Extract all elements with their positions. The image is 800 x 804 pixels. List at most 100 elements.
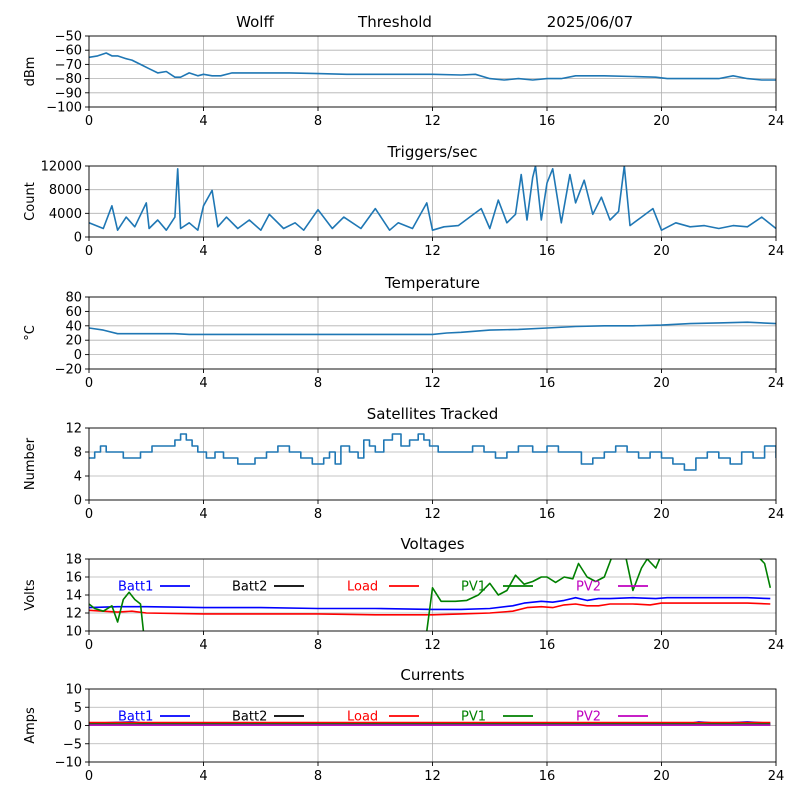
y-tick-label: 80 bbox=[65, 291, 82, 306]
y-tick-label: 16 bbox=[65, 571, 82, 586]
x-tick-label: 12 bbox=[424, 507, 441, 522]
x-tick-label: 20 bbox=[653, 507, 670, 522]
panel-dbm: 0 4 8 12 16 20 24 −100−90−80−70−60−50 dBm bbox=[23, 30, 784, 130]
legend-label-pv2: PV2 bbox=[576, 710, 601, 725]
y-tick-label: 40 bbox=[65, 319, 82, 334]
legend-label-pv1: PV1 bbox=[461, 580, 486, 595]
y-tick-label: 4 bbox=[74, 470, 82, 485]
series-line-temperature bbox=[89, 321, 776, 336]
panel-voltages: 0 4 8 12 16 20 24 10 12 14 16 18 Batt1 Batt2 Load PV1 PV… bbox=[23, 535, 784, 653]
y-tick-label: −5 bbox=[63, 737, 82, 752]
y-tick-label: −10 bbox=[55, 756, 82, 771]
series-group bbox=[89, 721, 771, 726]
y-tick-label: 10 bbox=[65, 625, 82, 640]
x-tick-label: 20 bbox=[653, 114, 670, 129]
axes-frame bbox=[88, 427, 777, 501]
y-tick-label: −60 bbox=[55, 44, 82, 59]
x-tick-label: 12 bbox=[424, 114, 441, 129]
y-axis-label: Count bbox=[23, 182, 38, 221]
series-group bbox=[89, 321, 776, 336]
y-tick-label: −20 bbox=[55, 363, 82, 378]
panel-title: Temperature bbox=[384, 274, 480, 292]
y-tick-label: −90 bbox=[55, 86, 82, 101]
x-tick-label: 0 bbox=[85, 114, 93, 129]
x-tick-label: 8 bbox=[314, 769, 322, 784]
y-tick-label: −70 bbox=[55, 58, 82, 73]
x-tick-label: 16 bbox=[539, 376, 556, 391]
x-tick-label: 24 bbox=[768, 638, 785, 653]
y-tick-label: 14 bbox=[65, 589, 82, 604]
panel-currents: 0 4 8 12 16 20 24 −10 −5 0 5 10 Batt1 Batt2 Load PV1 PV2… bbox=[23, 666, 784, 784]
x-tick-label: 24 bbox=[768, 244, 785, 259]
y-tick-label: 4000 bbox=[49, 207, 82, 222]
x-tick-label: 4 bbox=[199, 114, 207, 129]
x-tick-label: 12 bbox=[424, 244, 441, 259]
x-tick-label: 16 bbox=[539, 114, 556, 129]
series-group bbox=[89, 166, 776, 231]
x-tick-label: 0 bbox=[85, 638, 93, 653]
header-station: Wolff bbox=[236, 13, 274, 31]
x-tick-label: 8 bbox=[314, 638, 322, 653]
x-tick-label: 16 bbox=[539, 507, 556, 522]
x-tick-label: 16 bbox=[539, 638, 556, 653]
panel-title: Satellites Tracked bbox=[367, 405, 498, 423]
x-tick-label: 12 bbox=[424, 376, 441, 391]
legend-label-load: Load bbox=[347, 580, 378, 595]
legend-label-pv1: PV1 bbox=[461, 710, 486, 725]
x-tick-label: 20 bbox=[653, 376, 670, 391]
y-axis-label: °C bbox=[23, 325, 38, 341]
y-tick-label: 5 bbox=[74, 701, 82, 716]
x-tick-label: 4 bbox=[199, 769, 207, 784]
header-date: 2025/06/07 bbox=[547, 13, 633, 31]
x-tick-label: 20 bbox=[653, 638, 670, 653]
y-tick-label: −50 bbox=[55, 30, 82, 45]
series-group bbox=[89, 52, 776, 81]
y-tick-label: 8 bbox=[74, 446, 82, 461]
legend-label-batt2: Batt2 bbox=[232, 710, 267, 725]
x-tick-label: 8 bbox=[314, 114, 322, 129]
x-tick-label: 0 bbox=[85, 769, 93, 784]
x-tick-label: 4 bbox=[199, 376, 207, 391]
y-axis-label: Volts bbox=[23, 579, 38, 611]
x-tick-label: 8 bbox=[314, 507, 322, 522]
series-line-dbm bbox=[89, 52, 776, 81]
y-tick-label: 0 bbox=[74, 231, 82, 246]
header-mode: Threshold bbox=[357, 13, 432, 31]
y-tick-label: 0 bbox=[74, 719, 82, 734]
legend-label-pv2: PV2 bbox=[576, 580, 601, 595]
y-tick-label: 12000 bbox=[41, 160, 82, 175]
y-tick-label: 12 bbox=[65, 607, 82, 622]
x-tick-label: 4 bbox=[199, 638, 207, 653]
panel-satellites: 0 4 8 12 16 20 24 0 4 8 12 Satellites Tracked Number bbox=[23, 405, 784, 522]
series-line-load bbox=[89, 602, 771, 616]
series-line-satellites bbox=[89, 433, 776, 471]
axes-frame bbox=[88, 296, 777, 370]
panel-title: Currents bbox=[400, 666, 464, 684]
x-tick-label: 24 bbox=[768, 114, 785, 129]
legend-label-load: Load bbox=[347, 710, 378, 725]
y-tick-label: 0 bbox=[74, 494, 82, 509]
y-tick-label: 0 bbox=[74, 348, 82, 363]
x-tick-label: 0 bbox=[85, 376, 93, 391]
axes-frame bbox=[88, 558, 777, 632]
y-axis-label: Number bbox=[23, 437, 38, 490]
axes-frame bbox=[88, 35, 777, 108]
y-tick-label: 12 bbox=[65, 422, 82, 437]
x-tick-label: 20 bbox=[653, 244, 670, 259]
x-tick-label: 4 bbox=[199, 507, 207, 522]
x-tick-label: 12 bbox=[424, 638, 441, 653]
series-group bbox=[89, 433, 776, 471]
y-axis-label: Amps bbox=[23, 707, 38, 744]
x-tick-label: 24 bbox=[768, 507, 785, 522]
series-line-pv1 bbox=[89, 591, 145, 631]
x-tick-label: 24 bbox=[768, 376, 785, 391]
legend-label-batt1: Batt1 bbox=[118, 710, 153, 725]
series-group bbox=[89, 559, 772, 631]
series-line-pv1-segment-2 bbox=[426, 559, 772, 631]
axes-frame bbox=[88, 688, 777, 763]
x-tick-label: 16 bbox=[539, 244, 556, 259]
series-line-triggers bbox=[89, 166, 776, 231]
legend-label-batt2: Batt2 bbox=[232, 580, 267, 595]
